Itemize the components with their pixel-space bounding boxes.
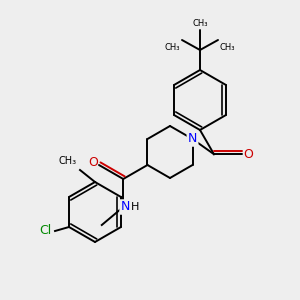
Text: N: N: [121, 200, 130, 214]
Text: N: N: [188, 133, 197, 146]
Text: O: O: [243, 148, 253, 161]
Text: CH₃: CH₃: [220, 43, 236, 52]
Text: O: O: [88, 155, 98, 169]
Text: CH₃: CH₃: [59, 156, 77, 166]
Text: CH₃: CH₃: [164, 43, 180, 52]
Text: CH₃: CH₃: [192, 19, 208, 28]
Text: Cl: Cl: [39, 224, 51, 238]
Text: H: H: [131, 202, 140, 212]
